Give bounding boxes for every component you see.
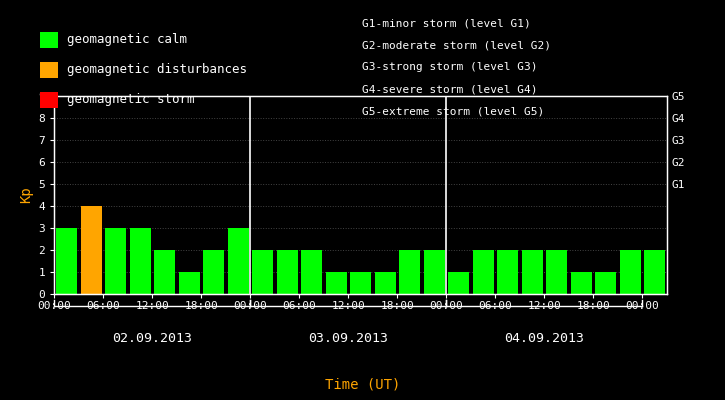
Y-axis label: Kp: Kp [19,187,33,203]
Bar [424,250,444,294]
Bar [571,272,592,294]
Bar [57,228,77,294]
Bar [277,250,297,294]
Text: G1-minor storm (level G1): G1-minor storm (level G1) [362,18,531,28]
Text: geomagnetic disturbances: geomagnetic disturbances [67,64,246,76]
Text: G5-extreme storm (level G5): G5-extreme storm (level G5) [362,106,544,116]
Text: geomagnetic storm: geomagnetic storm [67,94,194,106]
Bar [522,250,542,294]
Bar [350,272,371,294]
Bar [595,272,616,294]
Text: geomagnetic calm: geomagnetic calm [67,34,187,46]
Bar [473,250,494,294]
Bar [203,250,224,294]
Bar [399,250,420,294]
Bar [375,272,396,294]
Text: G4-severe storm (level G4): G4-severe storm (level G4) [362,84,538,94]
Text: 03.09.2013: 03.09.2013 [308,332,389,344]
Bar [130,228,151,294]
Bar [497,250,518,294]
Bar [620,250,641,294]
Bar [154,250,175,294]
Bar [645,250,665,294]
Text: Time (UT): Time (UT) [325,377,400,391]
Bar [80,206,102,294]
Text: G2-moderate storm (level G2): G2-moderate storm (level G2) [362,40,552,50]
Bar [448,272,469,294]
Text: 02.09.2013: 02.09.2013 [112,332,192,344]
Bar [179,272,199,294]
Bar [105,228,126,294]
Bar [228,228,249,294]
Bar [326,272,347,294]
Bar [252,250,273,294]
Text: 04.09.2013: 04.09.2013 [505,332,584,344]
Bar [547,250,567,294]
Text: G3-strong storm (level G3): G3-strong storm (level G3) [362,62,538,72]
Bar [302,250,322,294]
